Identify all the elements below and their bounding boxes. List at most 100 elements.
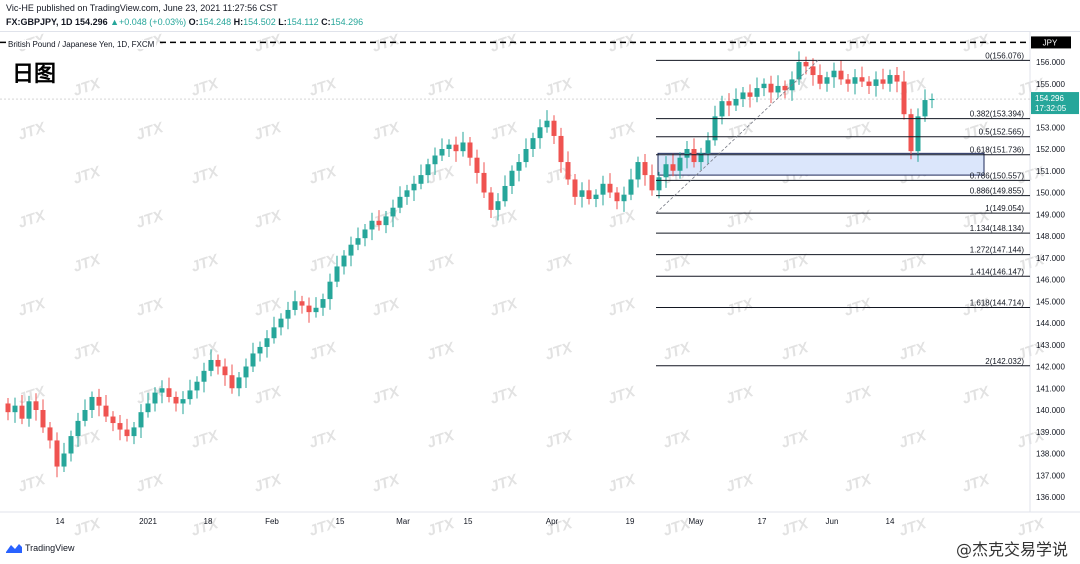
watermark-text: JTX [134, 119, 166, 144]
candle-body [607, 183, 613, 193]
watermark-text: JTX [16, 295, 48, 320]
candle-body [75, 420, 81, 437]
candle-body [670, 164, 676, 171]
watermark-text: JTX [252, 207, 284, 232]
timeframe-label: 日图 [12, 62, 57, 87]
watermark-text: JTX [488, 383, 520, 408]
candle-body [103, 405, 109, 417]
candle-body [579, 190, 585, 197]
watermark-text: JTX [779, 339, 811, 364]
candle-body [460, 142, 466, 152]
candle-body [355, 238, 361, 245]
candle-body [397, 196, 403, 208]
time-tick-label: Apr [546, 517, 559, 526]
price-tick-label: 138.000 [1036, 450, 1065, 459]
tradingview-logo[interactable]: TradingView [6, 543, 75, 553]
candle-body [82, 410, 88, 421]
current-price-tag [1031, 92, 1079, 115]
candle-body [908, 114, 914, 152]
candle-body [915, 116, 921, 152]
price-tick-label: 140.000 [1036, 406, 1065, 415]
candle-body [754, 88, 760, 97]
watermark-text: JTX [1078, 32, 1080, 56]
candle-body [782, 85, 788, 91]
price-tick-label: 149.000 [1036, 210, 1065, 219]
candle-body [481, 172, 487, 193]
fib-level-label: 0.382(153.394) [970, 110, 1025, 119]
candle-body [362, 229, 368, 239]
candle-body [635, 162, 641, 180]
ohlc-legend: FX:GBPJPY, 1D 154.296 ▲+0.048 (+0.03%) O… [6, 17, 363, 27]
tradingview-brand: TradingView [25, 543, 75, 553]
candle-body [880, 79, 886, 84]
candle-body [166, 388, 172, 397]
candle-body [810, 66, 816, 76]
candle-body [677, 157, 683, 171]
watermark-text: JTX [189, 427, 221, 452]
time-tick-label: 14 [886, 517, 895, 526]
candle-body [47, 427, 53, 441]
candle-body [901, 81, 907, 115]
candle-body [187, 390, 193, 400]
candle-body [201, 370, 207, 382]
watermark-text: JTX [661, 75, 693, 100]
price-tick-label: 139.000 [1036, 428, 1065, 437]
candle-body [243, 366, 249, 378]
time-tick-label: 15 [464, 517, 473, 526]
watermark-text: JTX [842, 119, 874, 144]
fib-level-label: 0.786(150.557) [970, 171, 1025, 180]
watermark-text: JTX [307, 515, 339, 540]
high-label: H: [233, 17, 244, 27]
candle-body [33, 401, 39, 410]
watermark-text: JTX [842, 207, 874, 232]
symbol-label[interactable]: FX:GBPJPY, 1D [6, 17, 73, 27]
watermark-text: JTX [16, 471, 48, 496]
price-chart[interactable]: JTX JTX JTX JTX JTX JTX JTX JTX JTX JTX JTX JTX JTX J… [0, 32, 1080, 544]
watermark-text: JTX [779, 427, 811, 452]
candle-body [544, 120, 550, 128]
watermark-text: JTX [842, 32, 874, 56]
watermark-text: JTX [779, 515, 811, 540]
candle-body [5, 403, 11, 413]
candle-body [180, 399, 186, 404]
time-tick-label: 2021 [139, 517, 157, 526]
candle-body [712, 116, 718, 141]
candle-body [572, 179, 578, 197]
watermark-text: JTX [661, 339, 693, 364]
watermark-text: JTX [488, 119, 520, 144]
resistance-tag [1031, 36, 1071, 49]
watermark-text: JTX [370, 383, 402, 408]
price-tick-label: 156.000 [1036, 58, 1065, 67]
watermark-text: JTX [543, 75, 575, 100]
up-arrow-icon: ▲ [110, 17, 120, 27]
time-tick-label: 19 [626, 517, 635, 526]
candle-body [278, 318, 284, 328]
candle-body [446, 144, 452, 149]
watermark-text: JTX [307, 163, 339, 188]
candle-body [376, 220, 382, 226]
candle-body [621, 194, 627, 202]
watermark-text: JTX [307, 427, 339, 452]
candle-body [271, 327, 277, 339]
fib-trend-line[interactable] [655, 60, 819, 214]
fib-level-label: 2(142.032) [985, 357, 1024, 366]
watermark-text: JTX [134, 295, 166, 320]
candle-body [684, 149, 690, 158]
candle-body [54, 440, 60, 467]
tradingview-icon [6, 544, 22, 553]
candle-body [12, 405, 18, 413]
time-tick-label: 17 [758, 517, 767, 526]
close-label: C: [321, 17, 331, 27]
candle-body [600, 183, 606, 195]
candle-body [474, 157, 480, 173]
fib-level-label: 1.618(144.714) [970, 298, 1025, 307]
candle-body [894, 75, 900, 82]
watermark-text: JTX [252, 471, 284, 496]
candle-body [124, 429, 130, 437]
current-price-value: 154.296 [1035, 94, 1064, 103]
watermark-text: JTX [488, 471, 520, 496]
candle-body [40, 410, 46, 428]
candle-body [831, 70, 837, 78]
support-zone-rect[interactable] [657, 152, 985, 176]
candle-body [257, 346, 263, 354]
